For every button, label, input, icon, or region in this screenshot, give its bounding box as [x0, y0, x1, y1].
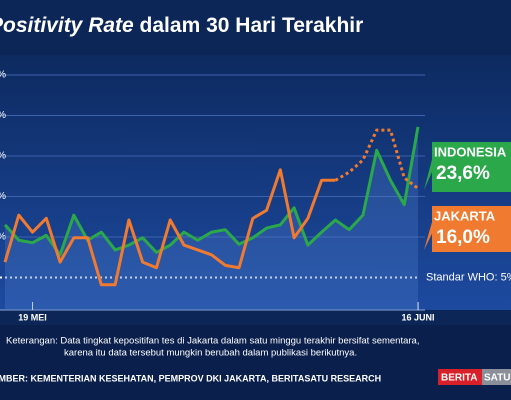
x-tick-label: 19 MEI	[18, 312, 47, 322]
value-label: 23,6%	[436, 163, 490, 184]
y-tick-label: 25%	[0, 110, 6, 121]
logo-text: SATU	[484, 373, 510, 384]
x-tick-label: 16 JUNI	[401, 312, 434, 322]
title-italic: Positivity Rate	[0, 14, 134, 37]
note-line: karena itu data tersebut mungkin berubah…	[64, 348, 357, 359]
legend-label: INDONESIA	[434, 144, 507, 159]
y-tick-label: 30%	[0, 70, 6, 81]
source: SUMBER: KEMENTERIAN KESEHATAN, PEMPROV D…	[0, 373, 381, 383]
y-tick-label: 20%	[0, 151, 6, 162]
plot-background	[0, 55, 511, 310]
y-tick-label: 15%	[0, 191, 6, 202]
legend-label: JAKARTA	[434, 208, 496, 223]
plot: 10% 15% 20% 25% 30% 19 MEI 16 JUNI Standar WHO:…	[0, 70, 511, 322]
y-tick-label: 10%	[0, 232, 6, 243]
value-label: 16,0%	[436, 227, 490, 248]
reference-label: Standar WHO: 5%	[426, 271, 511, 283]
footer-background	[0, 325, 511, 400]
logo-box	[438, 369, 482, 385]
series-line	[3, 126, 420, 257]
area	[5, 126, 418, 310]
note-line: Keterangan: Data tingkat kepositifan tes…	[6, 336, 419, 347]
series-line	[3, 168, 336, 287]
label-box	[424, 142, 511, 192]
chart-title: Positivity Rate dalam 30 Hari Terakhir	[0, 14, 363, 37]
title-rest: dalam 30 Hari Terakhir	[134, 14, 364, 37]
series-line-provisional	[334, 128, 419, 190]
logo-text: BERITA	[441, 373, 477, 384]
label-box	[424, 206, 511, 252]
logo-box	[482, 369, 511, 385]
